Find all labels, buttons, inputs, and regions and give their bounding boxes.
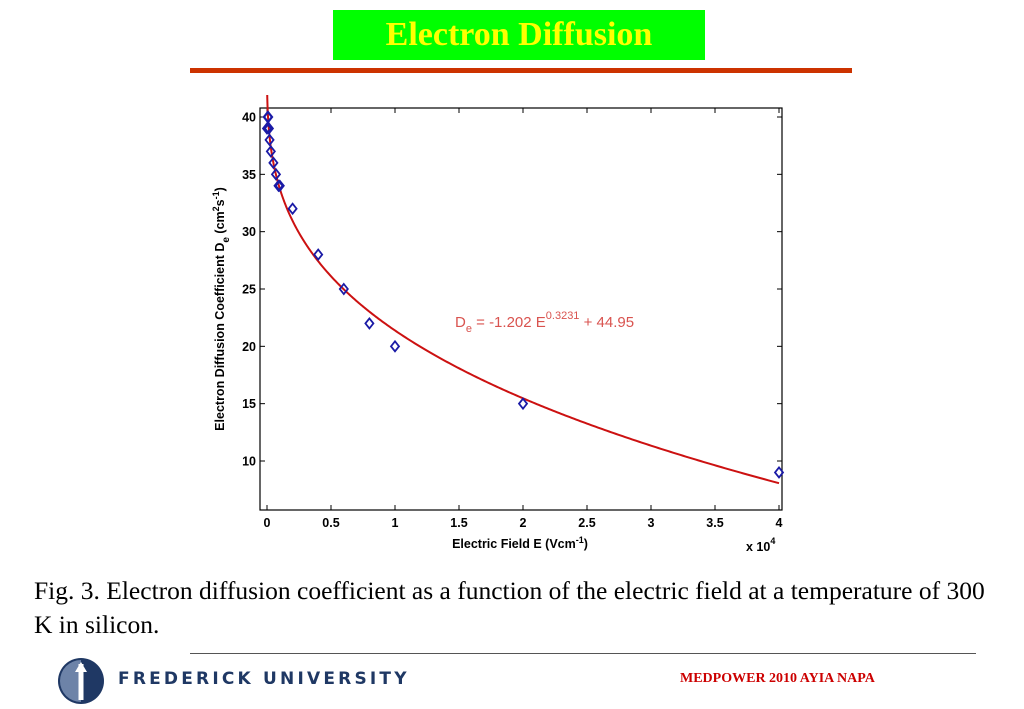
figure-caption: Fig. 3. Electron diffusion coefficient a…: [34, 576, 985, 639]
y-label-sup-b: -1: [211, 191, 221, 199]
x-multiplier-base: x 10: [746, 540, 770, 554]
x-tick-label: 1: [392, 516, 399, 530]
x-multiplier-exp: 4: [770, 536, 775, 546]
data-point-marker: [263, 122, 275, 135]
data-point-marker: [268, 156, 279, 170]
university-name: FREDERICK UNIVERSITY: [118, 669, 410, 689]
x-tick-label: 0.5: [322, 516, 339, 530]
data-point-marker: [273, 179, 284, 193]
title-underline: [190, 68, 852, 73]
fit-equation: De = -1.202 E0.3231 + 44.95: [455, 310, 634, 335]
y-tick-label: 30: [242, 225, 256, 239]
x-label-end: ): [584, 537, 588, 551]
data-point-marker: [338, 282, 349, 296]
fit-eq-sup: 0.3231: [546, 310, 580, 322]
x-tick-label: 4: [776, 516, 783, 530]
data-point-marker: [364, 316, 375, 330]
x-tick-label: 2: [520, 516, 527, 530]
fit-curve-line: [266, 95, 780, 485]
x-multiplier: x 104: [746, 536, 775, 554]
y-tick-label: 20: [242, 340, 256, 354]
data-point-marker: [261, 122, 273, 135]
data-point-marker: [287, 202, 298, 216]
data-point-marker: [270, 167, 282, 181]
x-tick-label: 2.5: [578, 516, 595, 530]
footer-divider: [190, 653, 976, 654]
y-label-unit-b: s: [213, 199, 227, 206]
x-label-sup: -1: [576, 535, 584, 545]
university-logo-icon: [58, 658, 104, 704]
y-label-sub: e: [221, 237, 232, 243]
y-tick-label: 35: [242, 168, 256, 182]
y-tick-label: 25: [242, 283, 256, 297]
plot-frame: [259, 107, 783, 511]
fit-eq-sub: e: [466, 323, 472, 335]
y-label-sup-a: 2: [211, 206, 221, 211]
slide-title: Electron Diffusion: [385, 16, 653, 53]
y-label-end: ): [213, 187, 227, 191]
y-label-main: Electron Diffusion Coefficient D: [213, 243, 227, 431]
data-point-marker: [265, 144, 276, 158]
x-tick-label: 1.5: [450, 516, 467, 530]
x-tick-label: 3.5: [706, 516, 723, 530]
data-point-marker: [517, 397, 529, 411]
y-tick-label: 10: [242, 455, 256, 469]
conference-name: MEDPOWER 2010 AYIA NAPA: [680, 671, 875, 686]
data-point-marker: [263, 110, 274, 124]
fit-eq-suffix: + 44.95: [579, 314, 634, 331]
fit-eq-prefix: D: [455, 314, 466, 331]
y-label-unit-a: (cm: [213, 211, 227, 237]
x-axis-label: Electric Field E (Vcm-1): [452, 535, 588, 551]
y-tick-label: 40: [242, 111, 256, 125]
data-point-marker: [313, 248, 324, 262]
data-point-marker: [773, 466, 785, 479]
data-point-marker: [389, 339, 401, 353]
title-banner: Electron Diffusion: [333, 10, 705, 60]
data-point-marker: [274, 179, 285, 193]
x-tick-label: 3: [648, 516, 655, 530]
y-axis-label: Electron Diffusion Coefficient De (cm2s-…: [211, 187, 232, 431]
fit-eq-mid: = -1.202 E: [472, 314, 546, 331]
diffusion-chart: 0 0.5 1 1.5 2 2.5 3 3.5 4 10 15 20 25 30 35 40 Electron…: [211, 95, 785, 554]
x-label-main: Electric Field E (Vcm: [452, 537, 576, 551]
y-tick-label: 15: [242, 397, 256, 411]
x-tick-label: 0: [264, 516, 271, 530]
data-point-marker: [264, 133, 275, 147]
